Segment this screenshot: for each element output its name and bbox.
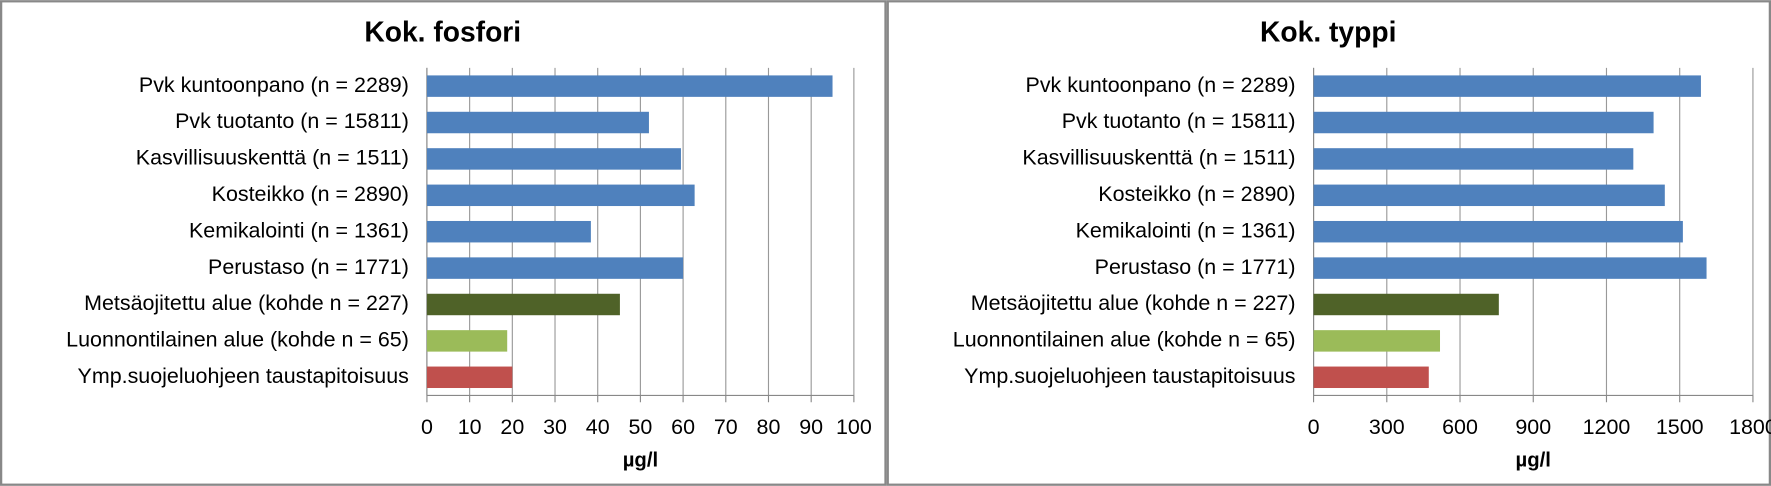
y-tick-label: Ymp.suojeluohjeen taustapitoisuus: [964, 364, 1295, 388]
bar: [426, 330, 508, 352]
y-tick-label: Kosteikko (n = 2890): [212, 182, 409, 206]
x-tick-label: 20: [500, 415, 524, 439]
bar: [1313, 293, 1499, 316]
x-tick-label: 1200: [1583, 415, 1631, 439]
y-tick-label: Pvk tuotanto (n = 15811): [1062, 109, 1296, 133]
y-tick-label: Luonnontilainen alue (kohde n = 65): [66, 328, 409, 352]
bar: [1313, 111, 1654, 134]
x-tick-label: 80: [757, 415, 781, 439]
chart-title: Kok. typpi: [1260, 16, 1396, 48]
bar: [1313, 366, 1429, 389]
y-tick-label: Perustaso (n = 1771): [1095, 255, 1296, 279]
chart-title: Kok. fosfori: [364, 16, 521, 48]
bar: [426, 366, 513, 389]
y-tick-label: Kemikalointi (n = 1361): [1076, 218, 1296, 242]
x-tick-label: 10: [458, 415, 482, 439]
x-tick-label: 100: [836, 415, 872, 439]
y-tick-label: Kosteikko (n = 2890): [1098, 182, 1295, 206]
x-axis-label: µg/l: [1516, 449, 1551, 471]
bar: [426, 293, 620, 316]
y-tick-label: Perustaso (n = 1771): [208, 255, 409, 279]
panel-frame: [886, 0, 1771, 486]
bar: [1313, 184, 1665, 207]
y-tick-label: Metsäojitettu alue (kohde n = 227): [84, 291, 409, 315]
bar: [1313, 75, 1701, 97]
y-tick-label: Metsäojitettu alue (kohde n = 227): [971, 291, 1296, 315]
bar: [1313, 257, 1707, 279]
x-tick-label: 70: [714, 415, 738, 439]
bar: [426, 257, 684, 279]
y-tick-label: Pvk kuntoonpano (n = 2289): [1026, 73, 1296, 97]
x-tick-label: 1800: [1729, 415, 1771, 439]
x-tick-label: 0: [421, 415, 433, 439]
bar: [426, 220, 591, 243]
y-tick-label: Pvk kuntoonpano (n = 2289): [139, 73, 409, 97]
x-tick-label: 0: [1308, 415, 1320, 439]
x-tick-label: 60: [671, 415, 695, 439]
x-tick-label: 900: [1515, 415, 1551, 439]
y-tick-label: Kasvillisuuskenttä (n = 1511): [1022, 146, 1295, 170]
bar: [426, 75, 833, 97]
x-tick-label: 1500: [1656, 415, 1704, 439]
panel-frame: [0, 0, 887, 486]
y-tick-label: Ymp.suojeluohjeen taustapitoisuus: [78, 364, 409, 388]
y-tick-label: Luonnontilainen alue (kohde n = 65): [953, 328, 1296, 352]
x-tick-label: 40: [586, 415, 610, 439]
bar: [426, 184, 695, 207]
x-tick-label: 300: [1369, 415, 1405, 439]
bar: [426, 148, 681, 170]
x-tick-label: 90: [799, 415, 823, 439]
bar: [426, 111, 649, 134]
bar: [1313, 330, 1441, 352]
x-axis-label: µg/l: [623, 449, 658, 471]
y-tick-label: Kasvillisuuskenttä (n = 1511): [136, 146, 409, 170]
x-tick-label: 50: [628, 415, 652, 439]
bar: [1313, 148, 1634, 170]
bar: [1313, 220, 1683, 243]
x-tick-label: 600: [1442, 415, 1478, 439]
x-tick-label: 30: [543, 415, 567, 439]
y-tick-label: Kemikalointi (n = 1361): [189, 218, 409, 242]
y-tick-label: Pvk tuotanto (n = 15811): [175, 109, 409, 133]
